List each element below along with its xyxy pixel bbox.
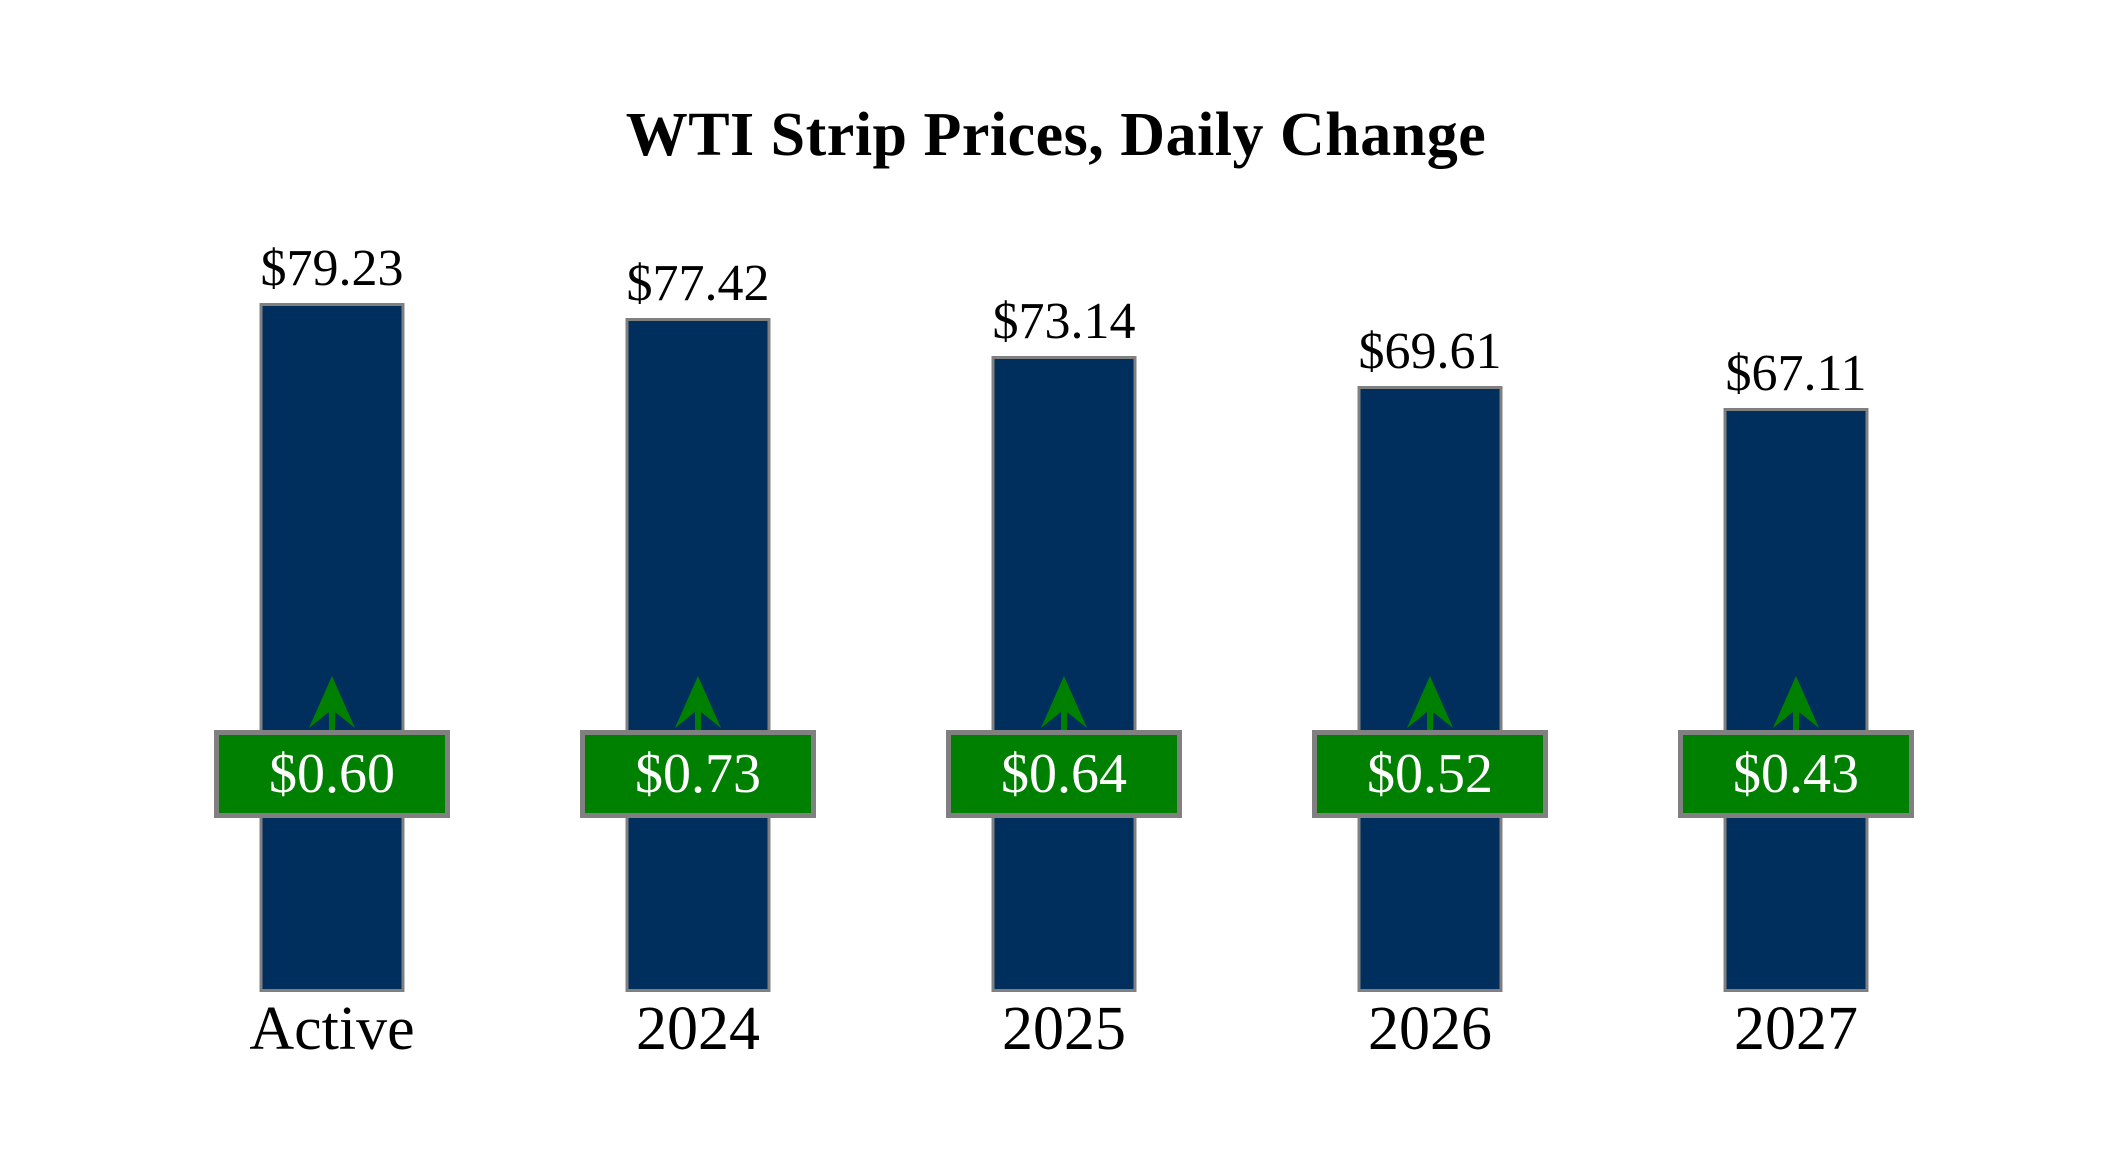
plot-area: $79.23 $0.60 Active $77.42 $0.73 2024 $7… [149,0,1979,1152]
price-bar [259,303,405,992]
up-arrow-icon [1773,676,1819,732]
price-label: $77.42 [626,255,770,312]
category-label: 2024 [636,995,760,1063]
change-badge: $0.43 [1678,730,1914,818]
up-arrow-icon [1407,676,1453,732]
up-arrow-icon [309,676,355,732]
bar-group-active: $79.23 $0.60 Active [149,0,515,1152]
price-label: $73.14 [992,293,1136,350]
category-label: 2026 [1368,995,1492,1063]
change-badge: $0.73 [580,730,816,818]
change-label: $0.60 [269,743,395,805]
change-badge: $0.52 [1312,730,1548,818]
bar-group-2027: $67.11 $0.43 2027 [1613,0,1979,1152]
price-label: $67.11 [1725,345,1867,402]
bar-group-2024: $77.42 $0.73 2024 [515,0,881,1152]
bar-group-2025: $73.14 $0.64 2025 [881,0,1247,1152]
price-bar [991,356,1137,992]
bar-group-2026: $69.61 $0.52 2026 [1247,0,1613,1152]
category-label: 2025 [1002,995,1126,1063]
change-label: $0.73 [635,743,761,805]
chart-title: WTI Strip Prices, Daily Change [625,101,1487,169]
up-arrow-icon [1041,676,1087,732]
category-label: 2027 [1734,995,1858,1063]
price-bar [625,318,771,992]
category-label: Active [249,995,415,1063]
change-label: $0.64 [1001,743,1127,805]
change-label: $0.52 [1367,743,1493,805]
price-label: $79.23 [260,240,404,297]
change-label: $0.43 [1733,743,1859,805]
change-badge: $0.60 [214,730,450,818]
price-label: $69.61 [1358,323,1502,380]
change-badge: $0.64 [946,730,1182,818]
up-arrow-icon [675,676,721,732]
